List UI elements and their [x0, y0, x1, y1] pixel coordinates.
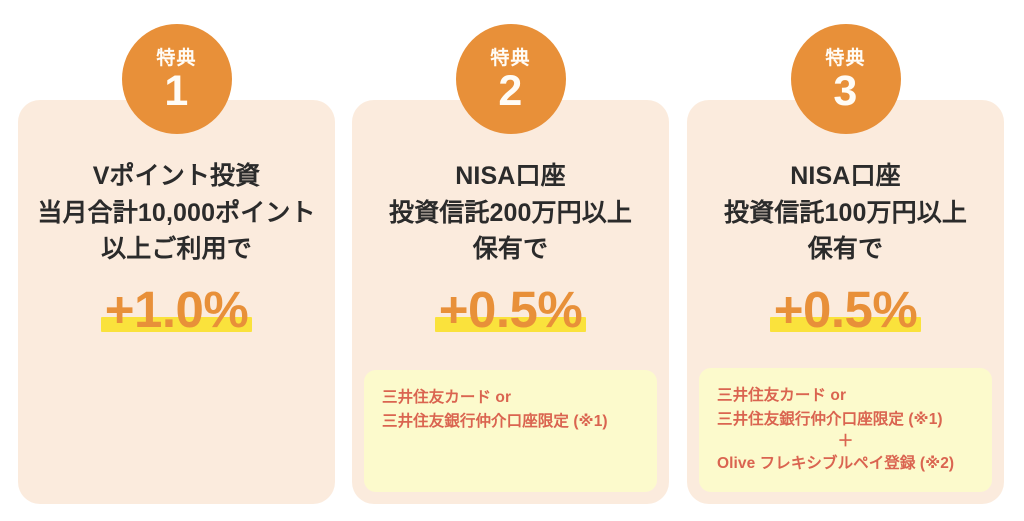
- rate-highlight-marker: [434, 316, 587, 332]
- benefit-title: NISA口座 投資信託200万円以上 保有で: [388, 162, 633, 263]
- benefit-rate: +0.5%: [769, 280, 922, 338]
- benefit-badge-2: 特典 2: [455, 24, 566, 134]
- badge-label: 特典: [490, 48, 531, 69]
- note-line-plus: ＋: [837, 432, 854, 450]
- benefit-card-2: 特典 2 NISA口座 投資信託200万円以上 保有で +0.5% 三井住友カー…: [352, 24, 669, 504]
- badge-label: 特典: [825, 48, 866, 69]
- benefit-badge-3: 特典 3: [790, 24, 901, 134]
- benefit-card-1: 特典 1 Vポイント投資 当月合計10,000ポイント 以上ご利用で +1.0%: [18, 24, 335, 504]
- benefit-rate: +1.0%: [100, 280, 253, 338]
- rate-highlight-marker: [100, 316, 253, 332]
- benefit-card-3-body: NISA口座 投資信託100万円以上 保有で +0.5%: [687, 100, 1004, 504]
- benefit-note-box-3: 三井住友カード or 三井住友銀行仲介口座限定 (※1) ＋ Olive フレキ…: [699, 367, 992, 492]
- rate-text: +0.5%: [438, 280, 583, 338]
- benefit-card-2-body: NISA口座 投資信託200万円以上 保有で +0.5%: [352, 100, 669, 504]
- note-line: 三井住友カード or: [717, 386, 847, 404]
- badge-number: 1: [164, 67, 189, 115]
- note-line: 三井住友カード or: [382, 389, 512, 406]
- rate-text: +1.0%: [104, 280, 249, 338]
- badge-number: 2: [498, 67, 523, 115]
- benefit-title: NISA口座 投資信託100万円以上 保有で: [723, 162, 968, 263]
- benefit-title: Vポイント投資 当月合計10,000ポイント 以上ご利用で: [37, 162, 316, 263]
- note-line: 三井住友銀行仲介口座限定 (※1): [717, 410, 943, 428]
- badge-number: 3: [833, 67, 858, 115]
- benefit-note-box-2: 三井住友カード or 三井住友銀行仲介口座限定 (※1): [364, 370, 657, 492]
- benefit-card-3: 特典 3 NISA口座 投資信託100万円以上 保有で +0.5% 三井住友カー…: [687, 24, 1004, 504]
- benefit-badge-1: 特典 1: [121, 24, 232, 134]
- benefit-rate: +0.5%: [434, 280, 587, 338]
- note-line: Olive フレキシブルペイ登録 (※2): [717, 454, 955, 472]
- badge-label: 特典: [156, 48, 197, 69]
- note-line: 三井住友銀行仲介口座限定 (※1): [382, 413, 608, 431]
- benefit-card-1-body: Vポイント投資 当月合計10,000ポイント 以上ご利用で +1.0%: [18, 100, 335, 504]
- rate-text: +0.5%: [773, 280, 918, 338]
- rate-highlight-marker: [769, 316, 922, 332]
